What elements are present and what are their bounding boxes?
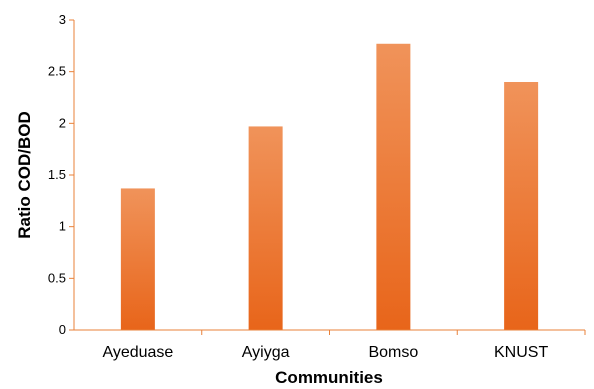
y-tick-label: 0.5	[48, 270, 66, 285]
bars	[120, 43, 539, 331]
y-tick-label: 2.5	[48, 64, 66, 79]
bar-knust	[504, 82, 539, 330]
bar-ayiyga	[248, 126, 283, 330]
x-axis-title: Communities	[275, 368, 383, 387]
y-tick-label: 1.5	[48, 167, 66, 182]
y-axis-ticks: 0 0.5 1 1.5 2 2.5 3	[48, 12, 74, 337]
x-tick-label: KNUST	[494, 344, 548, 361]
y-axis-title: Ratio COD/BOD	[15, 111, 34, 239]
x-axis-labels: Ayeduase Ayiyga Bomso KNUST	[102, 330, 586, 361]
y-tick-label: 2	[59, 115, 66, 130]
x-tick-label: Bomso	[368, 344, 418, 361]
y-tick-label: 3	[59, 12, 66, 27]
y-tick-label: 0	[59, 322, 66, 337]
bar-ayeduase	[120, 188, 155, 330]
bar-bomso	[376, 43, 411, 331]
y-tick-label: 1	[59, 219, 66, 234]
x-tick-label: Ayiyga	[242, 344, 290, 361]
x-tick-label: Ayeduase	[102, 344, 173, 361]
